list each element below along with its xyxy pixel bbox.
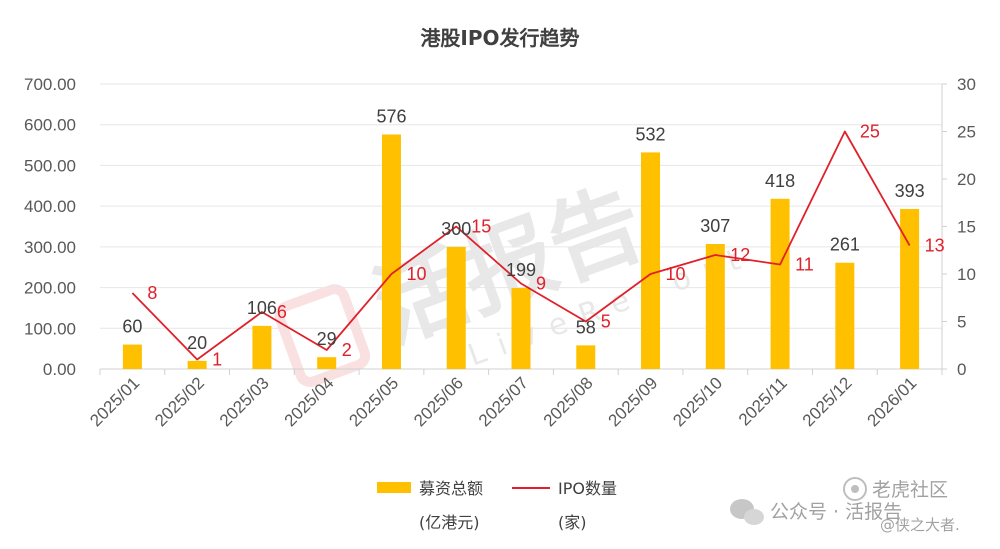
bar-value-label: 576	[376, 106, 406, 126]
tiger-icon	[843, 477, 867, 501]
ipo-count-line	[131, 130, 911, 361]
y-right-tick-label: 10	[957, 265, 976, 284]
line-value-label: 12	[730, 245, 750, 265]
bar-value-label: 20	[187, 333, 207, 353]
y-right-tick-label: 30	[957, 75, 976, 94]
y-right-tick-label: 25	[957, 123, 976, 142]
bar	[770, 198, 790, 369]
bar	[511, 287, 531, 369]
footer-watermark: 公众号 · 活报告 老虎社区 @侠之大者.	[730, 477, 960, 534]
line-value-label: 10	[406, 264, 426, 284]
line-value-label: 5	[601, 312, 611, 332]
y-left-tick-label: 700.00	[24, 75, 76, 94]
y-left-tick-label: 500.00	[24, 156, 76, 175]
legend: 募资总额 (亿港元) IPO数量 (家)	[377, 479, 617, 532]
bar	[576, 345, 596, 369]
gridlines	[100, 83, 942, 329]
y-right-tick-label: 20	[957, 170, 976, 189]
y-left-tick-label: 600.00	[24, 116, 76, 135]
bar-value-label: 58	[576, 317, 596, 337]
line-value-label: 1	[212, 350, 222, 370]
line-series	[131, 130, 911, 361]
bar-value-label: 29	[317, 329, 337, 349]
bar-value-label: 393	[895, 181, 925, 201]
legend-bar-swatch	[377, 482, 411, 493]
line-value-label: 6	[277, 302, 287, 322]
chart-title: 港股IPO发行趋势	[420, 26, 579, 50]
bar-value-label: 60	[122, 317, 142, 337]
bar	[122, 344, 142, 369]
bar	[900, 208, 920, 369]
bar	[187, 360, 207, 369]
bar-value-label: 532	[636, 124, 666, 144]
y-left-tick-label: 400.00	[24, 197, 76, 216]
legend-bar-unit: (亿港元)	[419, 513, 480, 532]
y-left-tick-label: 0.00	[43, 360, 76, 379]
legend-line-label: IPO数量	[558, 479, 617, 498]
bar-value-label: 418	[765, 171, 795, 191]
y-axis-right: 0 5 10 15 20 25 30	[942, 75, 976, 379]
legend-line-unit: (家)	[558, 513, 587, 532]
y-left-tick-label: 100.00	[24, 319, 76, 338]
bar	[705, 244, 725, 369]
watermark-footer-text: 公众号 · 活报告	[770, 501, 902, 523]
bar	[381, 134, 401, 369]
bar-value-label: 307	[700, 216, 730, 236]
bar-value-label: 300	[441, 219, 471, 239]
wechat-icon	[730, 499, 764, 525]
bars-series	[122, 134, 920, 369]
bar	[835, 262, 855, 369]
bar	[317, 357, 337, 369]
y-left-tick-label: 300.00	[24, 238, 76, 257]
line-value-label: 8	[147, 283, 157, 303]
legend-bar-label: 募资总额	[419, 479, 483, 498]
line-value-label: 10	[666, 264, 686, 284]
line-value-label: 9	[536, 274, 546, 294]
bar-value-label: 106	[247, 298, 277, 318]
line-value-label: 11	[795, 255, 814, 275]
bar	[252, 325, 272, 369]
y-right-tick-label: 5	[957, 313, 966, 332]
y-axis-left: 0.00 100.00 200.00 300.00 400.00 500.00 600.00…	[24, 75, 76, 379]
line-value-label: 2	[342, 340, 352, 360]
line-value-label: 13	[925, 236, 945, 256]
y-right-tick-label: 0	[957, 360, 966, 379]
watermark-corner-handle: @侠之大者.	[880, 516, 960, 534]
bar	[641, 152, 661, 369]
bar	[446, 246, 466, 369]
watermark-corner-text: 老虎社区	[872, 479, 948, 501]
line-value-label: 15	[471, 217, 491, 237]
watermark-logo-icon	[274, 284, 371, 387]
line-labels: 8 1 6 2 10 15 9 5 10 12 11 25 13	[147, 122, 944, 370]
bar-value-label: 199	[506, 260, 536, 280]
y-right-tick-label: 15	[957, 218, 976, 237]
bar-value-label: 261	[830, 235, 860, 255]
line-value-label: 25	[860, 122, 880, 142]
y-left-tick-label: 200.00	[24, 279, 76, 298]
